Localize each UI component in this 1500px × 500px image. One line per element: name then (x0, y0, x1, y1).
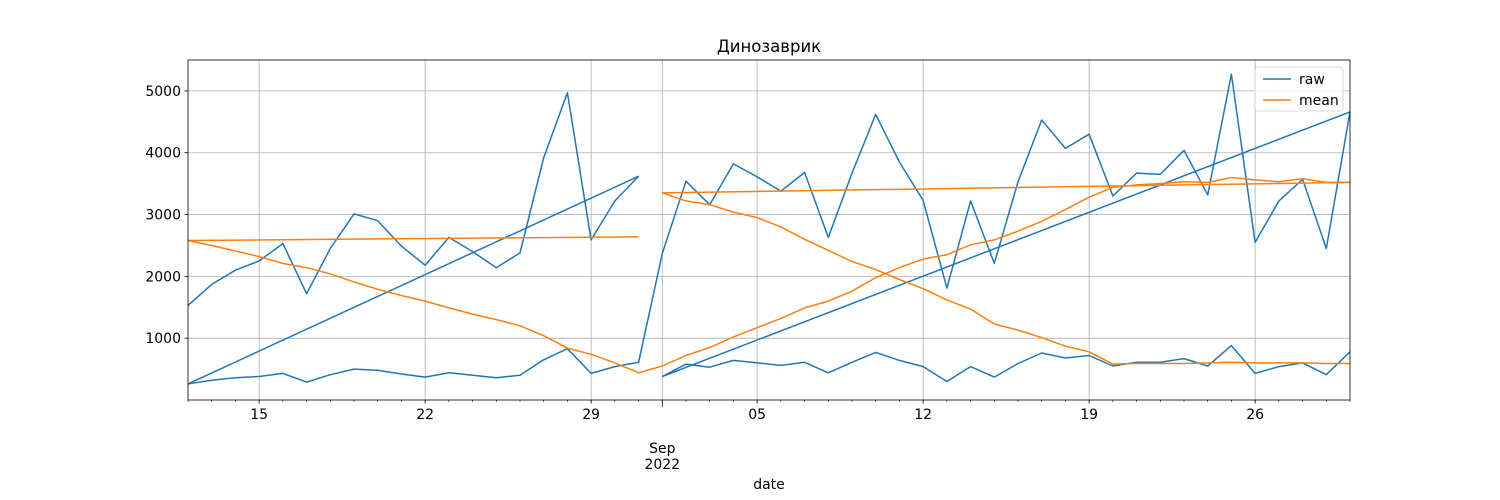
x-tick-label: 12 (914, 407, 932, 423)
legend: raw mean (1254, 66, 1344, 112)
series-line-raw (187, 175, 639, 385)
series-line-raw (661, 344, 1351, 383)
y-axis: 1000 2000 3000 4000 5000 (145, 84, 188, 347)
x-tick-label: 22 (416, 407, 434, 423)
y-tick-label: 1000 (145, 331, 181, 347)
x-tick-label: 26 (1246, 407, 1264, 423)
plot-lines (187, 73, 1351, 385)
plot-frame (187, 59, 1351, 401)
series-line-mean (662, 192, 1350, 365)
series-line-mean (662, 181, 1351, 194)
y-tick-label: 4000 (145, 146, 181, 162)
x-axis-label: date (753, 477, 785, 493)
y-tick-label: 2000 (145, 269, 181, 285)
legend-label: raw (1299, 72, 1325, 88)
x-tick-year-label: 2022 (644, 457, 680, 473)
x-tick-label: 15 (250, 407, 268, 423)
x-tick-label: 19 (1080, 407, 1098, 423)
x-tick-label: 05 (748, 407, 766, 423)
x-tick-label: 29 (582, 407, 600, 423)
series-line-raw (662, 111, 1351, 378)
grid (188, 60, 1350, 400)
chart-title: Динозаврик (717, 37, 821, 56)
legend-label: mean (1299, 93, 1339, 109)
x-tick-label: Sep (649, 441, 676, 457)
series-line-raw (187, 92, 640, 306)
y-tick-label: 3000 (145, 208, 181, 224)
series-line-mean (187, 236, 639, 242)
series-line-mean (187, 176, 1350, 374)
series-line-raw (187, 73, 1351, 385)
y-tick-label: 5000 (145, 84, 181, 100)
